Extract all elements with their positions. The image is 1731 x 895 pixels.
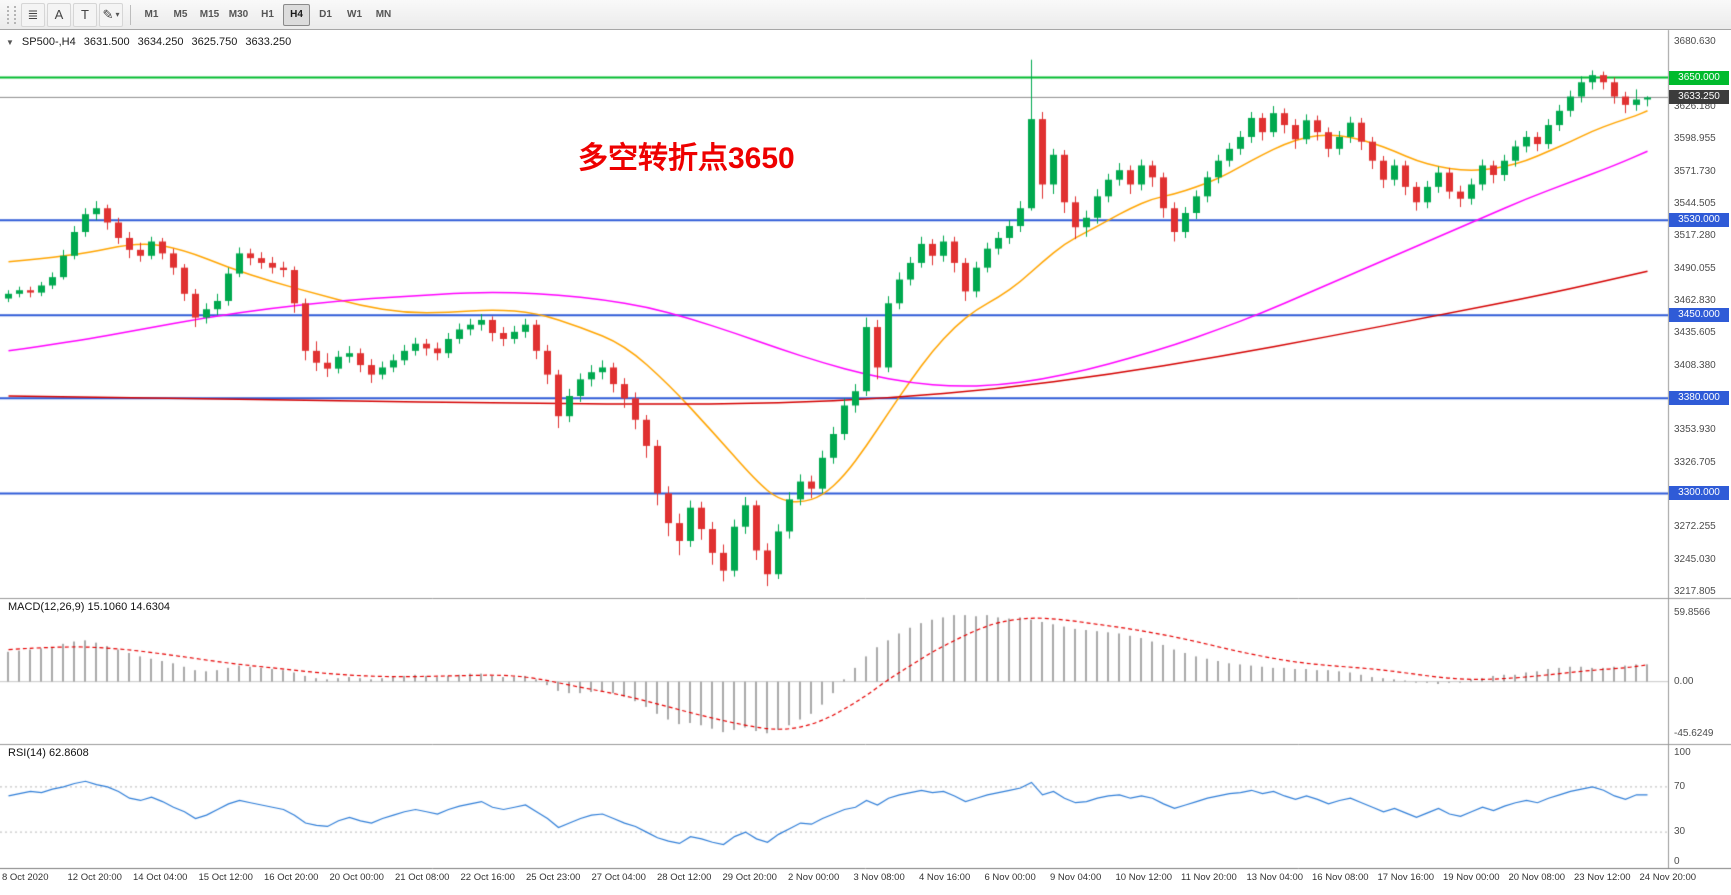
- price-axis-label: 3598.955: [1674, 133, 1716, 145]
- price-axis-label: 3680.630: [1674, 36, 1716, 48]
- time-axis-label: 2 Nov 00:00: [788, 872, 840, 883]
- rsi-label: RSI(14) 62.8608: [8, 747, 89, 759]
- rsi-axis-label: 30: [1674, 826, 1686, 838]
- timeframe-m15-button[interactable]: M15: [199, 9, 220, 20]
- draw-tool-button[interactable]: ✎ ▾: [99, 2, 123, 27]
- time-axis-label: 24 Nov 20:00: [1639, 872, 1697, 883]
- time-axis-label: 14 Oct 04:00: [133, 872, 188, 883]
- hline-price-tag: 3380.000: [1669, 391, 1729, 406]
- text-tool-button[interactable]: T: [73, 2, 97, 27]
- rsi-axis-label: 100: [1674, 747, 1691, 758]
- hline-price-tag: 3300.000: [1669, 486, 1729, 501]
- macd-axis-label: 59.8566: [1674, 607, 1711, 618]
- chart-annotation-text[interactable]: 多空转折点3650: [578, 142, 795, 175]
- price-axis-label: 3326.705: [1674, 456, 1716, 468]
- price-axis-label: 3626.180: [1674, 100, 1716, 112]
- open-value: 3631.500: [83, 36, 130, 48]
- price-axis-label: 3408.380: [1674, 359, 1716, 371]
- current-price-tag: 3633.250: [1669, 90, 1729, 105]
- price-axis-label: 3217.805: [1674, 586, 1716, 598]
- price-axis-label: 3490.055: [1674, 262, 1716, 274]
- time-axis-label: 28 Oct 12:00: [657, 872, 712, 883]
- close-value: 3633.250: [245, 36, 292, 48]
- time-axis-label: 20 Nov 08:00: [1508, 872, 1566, 883]
- toolbar-separator: [130, 4, 131, 25]
- price-axis-label: 3571.730: [1674, 165, 1716, 177]
- rsi-axis-label: 0: [1674, 856, 1680, 867]
- time-axis-label: 16 Nov 08:00: [1312, 872, 1369, 883]
- symbol-ohlc-header: ▼ SP500-,H4 3631.500 3634.250 3625.750 3…: [6, 36, 291, 48]
- time-axis-label: 29 Oct 20:00: [722, 872, 777, 883]
- timeframe-m1-button[interactable]: M1: [144, 9, 159, 20]
- toolbar: ≣ A T ✎ ▾ M1 M5 M15 M30 H1 H4 D1 W1 MN: [0, 0, 1731, 30]
- timeframe-w1-button[interactable]: W1: [347, 9, 362, 20]
- dropdown-caret-icon: ▾: [115, 10, 120, 19]
- time-axis-label: 6 Nov 00:00: [984, 872, 1036, 883]
- rsi-axis-label: 70: [1674, 780, 1686, 792]
- label-a-tool-button[interactable]: A: [47, 2, 71, 27]
- time-axis-label: 10 Nov 12:00: [1115, 872, 1173, 883]
- macd-label: MACD(12,26,9) 15.1060 14.6304: [8, 601, 171, 613]
- timeframe-m5-button[interactable]: M5: [173, 9, 188, 20]
- price-axis-label: 3517.280: [1674, 230, 1716, 242]
- time-axis-label: 9 Nov 04:00: [1050, 872, 1102, 883]
- price-axis-label: 3435.605: [1674, 327, 1716, 339]
- draw-tool-icon: ✎: [102, 6, 114, 22]
- time-axis-label: 23 Nov 12:00: [1574, 872, 1631, 883]
- symbol-name: SP500-,H4: [21, 36, 76, 48]
- hline-price-tag: 3530.000: [1669, 213, 1729, 228]
- time-axis-label: 21 Oct 08:00: [395, 872, 450, 883]
- price-axis-label: 3245.030: [1674, 553, 1716, 565]
- time-axis-label: 13 Nov 04:00: [1246, 872, 1304, 883]
- time-axis-label: 25 Oct 23:00: [526, 872, 581, 883]
- hline-price-tag: 3650.000: [1669, 70, 1729, 85]
- objects-list-button[interactable]: ≣: [21, 2, 45, 27]
- timeframe-d1-button[interactable]: D1: [319, 9, 332, 20]
- macd-axis-label: 0.00: [1674, 675, 1694, 687]
- toolbar-grip[interactable]: [7, 5, 16, 24]
- timeframe-h1-button[interactable]: H1: [261, 9, 274, 20]
- time-axis-label: 27 Oct 04:00: [591, 872, 646, 883]
- time-axis-label: 17 Nov 16:00: [1377, 872, 1435, 883]
- price-axis-label: 3544.505: [1674, 197, 1716, 209]
- low-value: 3625.750: [191, 36, 238, 48]
- price-axis-label: 3353.930: [1674, 424, 1716, 436]
- objects-list-icon: ≣: [27, 6, 39, 22]
- hline-price-tag: 3450.000: [1669, 308, 1729, 323]
- text-tool-icon: T: [81, 7, 89, 22]
- timeframe-h4-button[interactable]: H4: [283, 3, 310, 26]
- timeframe-m30-button[interactable]: M30: [228, 9, 249, 20]
- time-axis-label: 11 Nov 20:00: [1181, 872, 1237, 883]
- price-axis-label: 3462.830: [1674, 294, 1716, 306]
- macd-axis-label: -45.6249: [1674, 728, 1714, 739]
- time-axis-label: 3 Nov 08:00: [853, 872, 905, 883]
- time-axis-label: 20 Oct 00:00: [329, 872, 384, 883]
- time-axis-label: 15 Oct 12:00: [198, 872, 253, 883]
- timeframe-group: M1 M5 M15 M30 H1 H4 D1 W1 MN: [137, 3, 398, 26]
- time-axis-label: 16 Oct 20:00: [264, 872, 319, 883]
- time-axis-label: 22 Oct 16:00: [460, 872, 515, 883]
- time-axis-label: 8 Oct 2020: [2, 872, 49, 883]
- label-a-tool-icon: A: [54, 7, 64, 22]
- tools-group: ≣ A T ✎ ▾: [20, 2, 124, 27]
- time-axis-label: 19 Nov 00:00: [1443, 872, 1500, 883]
- time-axis-label: 4 Nov 16:00: [919, 872, 971, 883]
- high-value: 3634.250: [137, 36, 184, 48]
- collapse-caret-icon[interactable]: ▼: [6, 37, 14, 47]
- timeframe-mn-button[interactable]: MN: [375, 9, 392, 20]
- time-axis-label: 12 Oct 20:00: [67, 872, 122, 883]
- price-axis-label: 3272.255: [1674, 521, 1716, 533]
